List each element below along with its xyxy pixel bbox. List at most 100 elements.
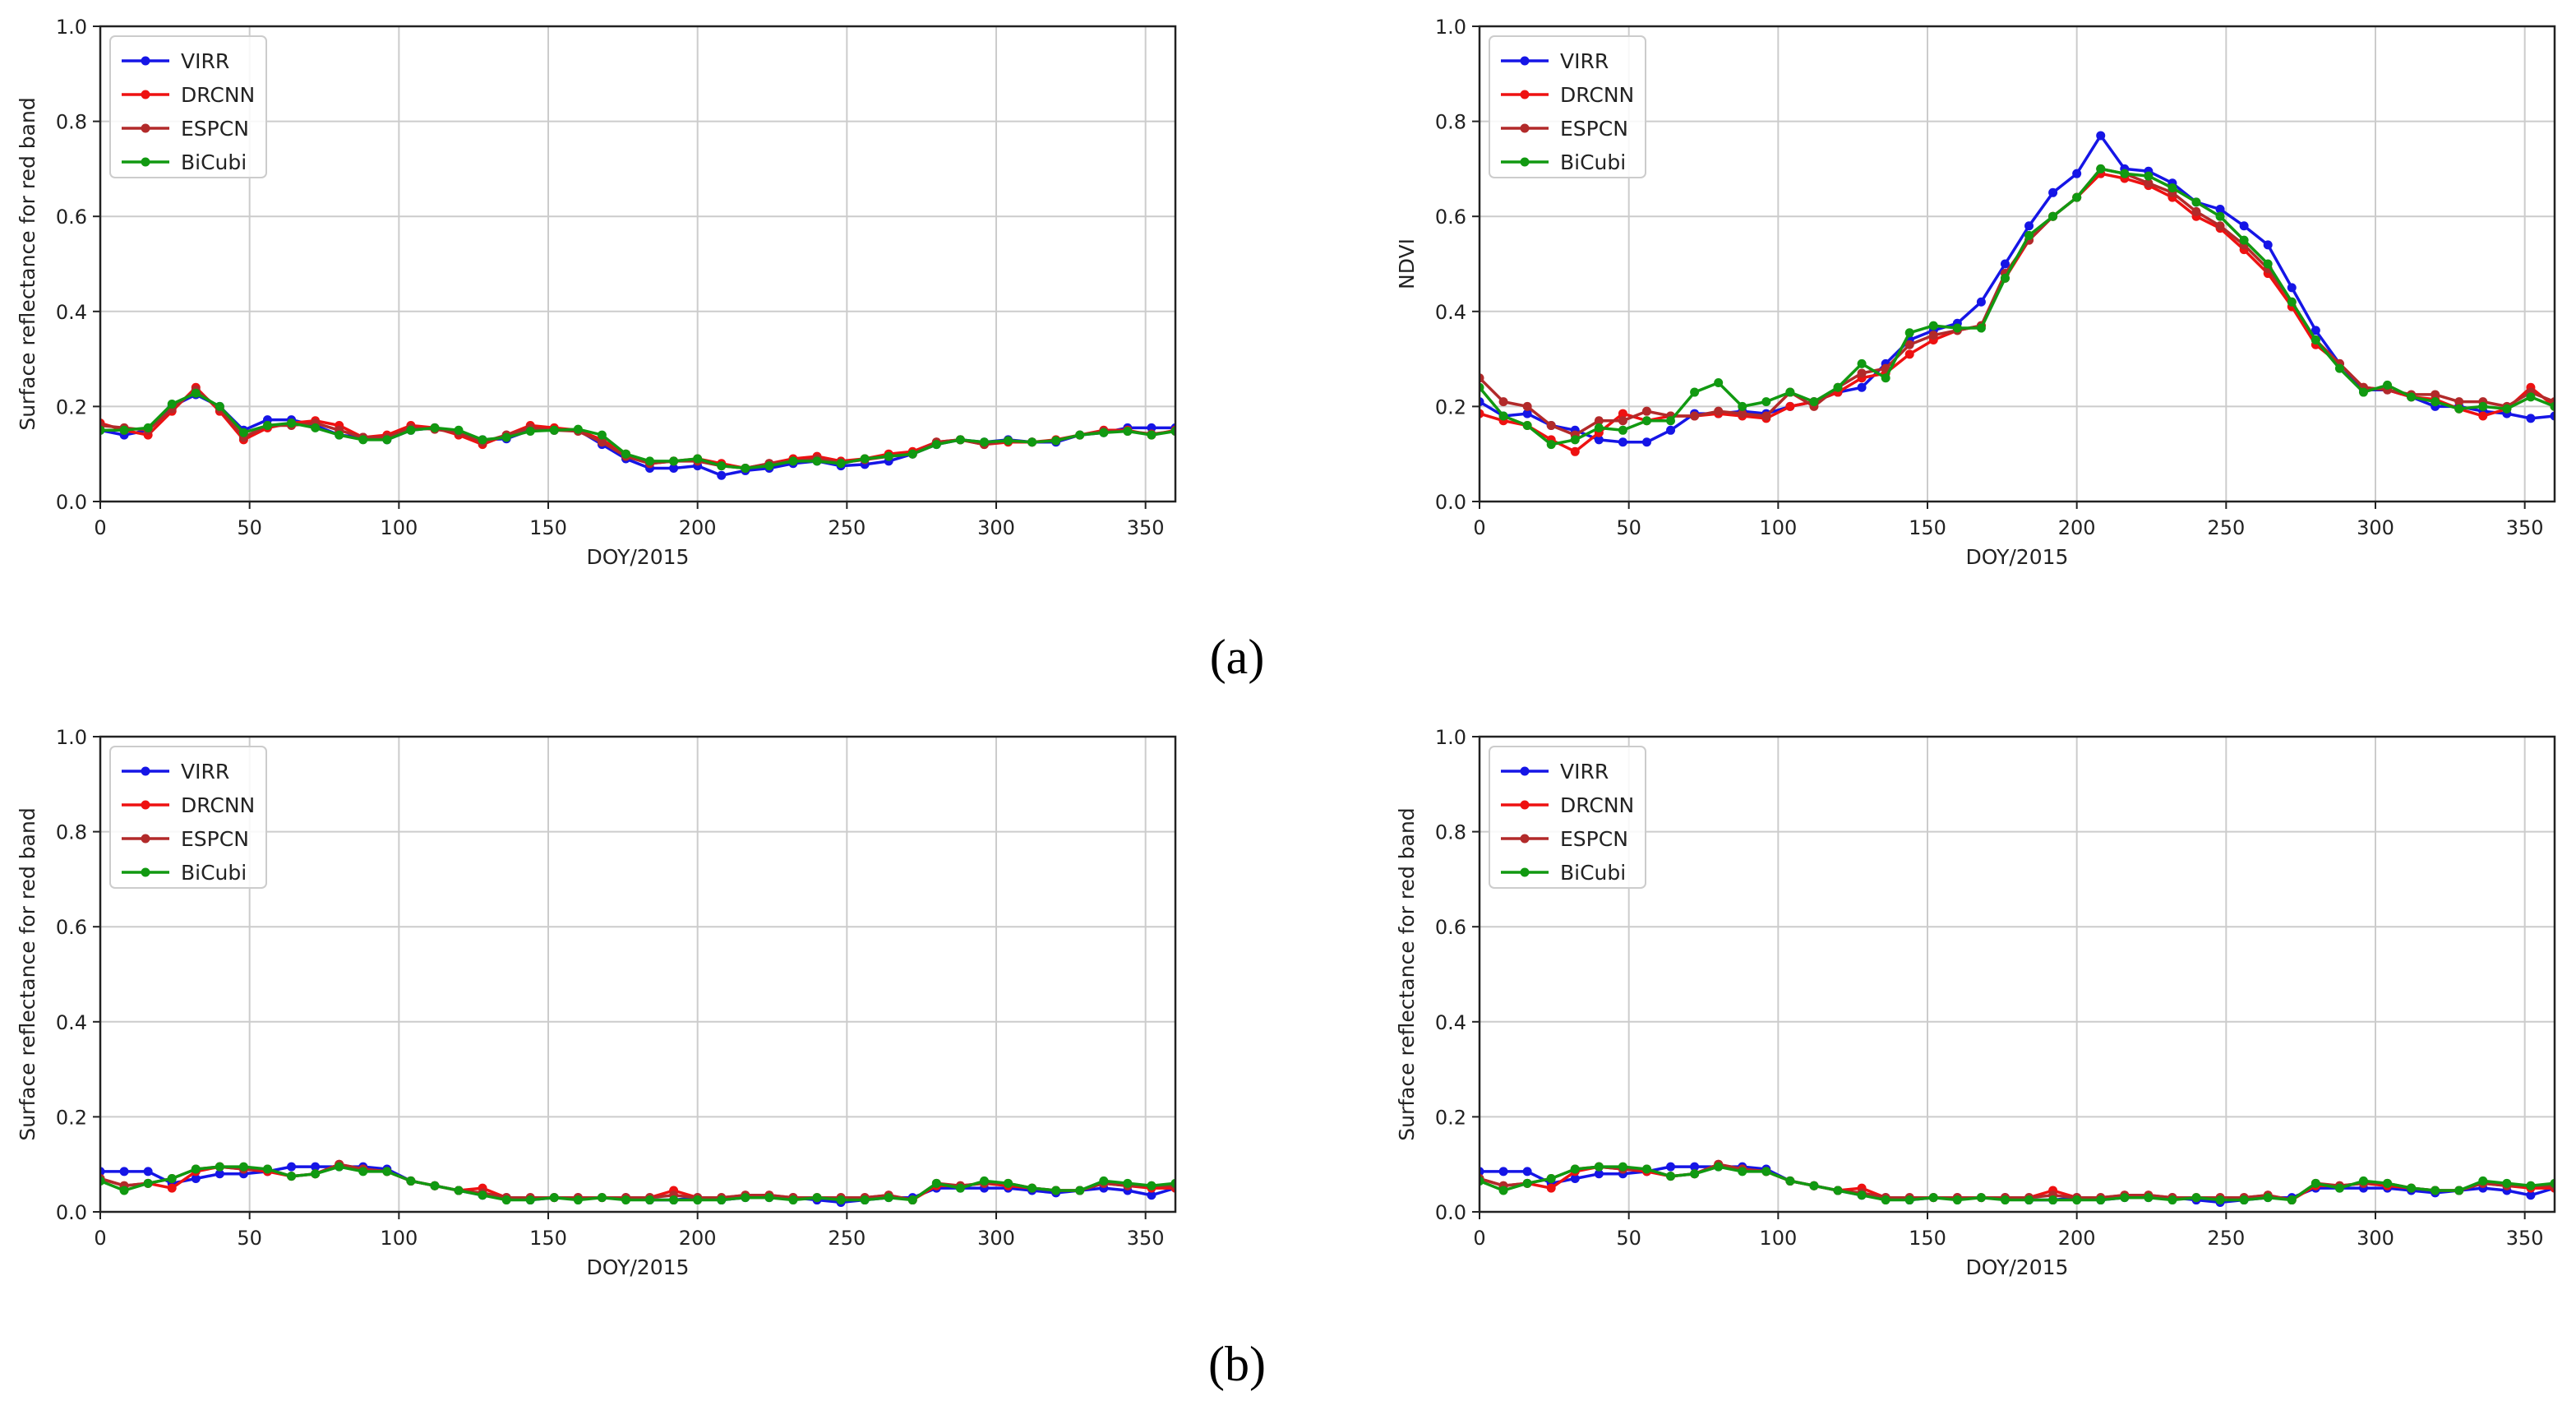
- data-point-bicubi: [1666, 1172, 1676, 1181]
- data-point-bicubi: [2454, 1186, 2464, 1195]
- data-point-bicubi: [100, 425, 105, 435]
- legend-marker-drcnn: [1520, 90, 1530, 99]
- data-point-virr: [1857, 382, 1867, 392]
- data-point-virr: [1570, 1174, 1580, 1184]
- data-point-espcn: [2144, 178, 2154, 188]
- data-point-espcn: [1480, 373, 1484, 383]
- legend-label-virr: VIRR: [1560, 49, 1609, 73]
- data-point-espcn: [1594, 416, 1604, 426]
- data-point-bicubi: [143, 1178, 153, 1188]
- y-tick-label: 0.0: [56, 1201, 87, 1224]
- data-point-espcn: [1546, 421, 1556, 431]
- x-tick-label: 300: [977, 1227, 1015, 1250]
- data-point-bicubi: [382, 1167, 392, 1177]
- data-point-virr: [2263, 240, 2273, 250]
- y-tick-label: 0.6: [1435, 206, 1466, 229]
- legend: VIRR DRCNN ESPCN BiCubi: [109, 746, 267, 889]
- data-point-bicubi: [430, 1181, 440, 1190]
- chart-3: 0 50 100 150 200 250 300 350 0.0 0.2 0.4 0.6 0.8 1.0 D…: [16, 726, 1177, 1279]
- legend-marker-drcnn: [1520, 800, 1530, 810]
- data-point-drcnn: [167, 1183, 177, 1193]
- data-point-virr: [1147, 423, 1156, 432]
- data-point-bicubi: [860, 454, 870, 464]
- data-point-bicubi: [907, 1195, 917, 1205]
- x-tick-label: 200: [2058, 516, 2096, 539]
- data-point-virr: [119, 1167, 129, 1177]
- data-point-bicubi: [597, 1193, 607, 1203]
- legend-marker-espcn: [141, 123, 150, 133]
- y-tick-label: 0.6: [56, 206, 87, 229]
- data-point-bicubi: [191, 1164, 201, 1174]
- data-point-virr: [1480, 397, 1484, 407]
- data-point-bicubi: [1928, 321, 1938, 331]
- data-point-bicubi: [1522, 421, 1532, 431]
- series-group: [100, 1159, 1175, 1207]
- data-point-virr: [287, 1162, 297, 1172]
- data-point-bicubi: [931, 1178, 941, 1188]
- data-point-bicubi: [1480, 1176, 1484, 1186]
- data-point-virr: [2239, 221, 2249, 231]
- data-point-bicubi: [836, 459, 846, 469]
- data-point-espcn: [1928, 331, 1938, 340]
- data-point-bicubi: [501, 432, 511, 442]
- data-point-bicubi: [2383, 1178, 2393, 1188]
- data-point-bicubi: [931, 440, 941, 450]
- x-tick-label: 200: [679, 1227, 717, 1250]
- data-point-virr: [191, 1174, 201, 1184]
- data-point-drcnn: [2478, 411, 2488, 421]
- y-tick-label: 1.0: [1435, 726, 1466, 749]
- data-point-bicubi: [2358, 387, 2368, 397]
- data-point-bicubi: [2048, 211, 2058, 221]
- data-point-bicubi: [1498, 411, 1508, 421]
- data-point-bicubi: [478, 1190, 487, 1200]
- data-point-bicubi: [669, 1195, 679, 1205]
- data-point-bicubi: [741, 464, 750, 474]
- data-point-bicubi: [1123, 1178, 1133, 1188]
- data-point-bicubi: [335, 1162, 344, 1172]
- legend-label-bicubi: BiCubi: [1560, 150, 1626, 174]
- y-tick-label: 0.8: [1435, 111, 1466, 134]
- data-point-bicubi: [1857, 358, 1867, 368]
- data-point-bicubi: [119, 425, 129, 435]
- data-point-bicubi: [1051, 436, 1061, 446]
- data-point-bicubi: [2096, 1195, 2106, 1205]
- x-tick-label: 0: [94, 516, 106, 539]
- data-point-bicubi: [2048, 1195, 2058, 1205]
- y-tick-label: 1.0: [1435, 16, 1466, 39]
- data-point-bicubi: [1690, 1169, 1700, 1179]
- data-point-bicubi: [1147, 1181, 1156, 1190]
- data-point-bicubi: [1546, 1174, 1556, 1184]
- series-line-drcnn: [1480, 172, 2555, 454]
- data-point-bicubi: [955, 1183, 965, 1193]
- series-line-espcn: [1480, 167, 2555, 437]
- data-point-bicubi: [1690, 387, 1700, 397]
- legend-marker-virr: [1520, 766, 1530, 776]
- data-point-bicubi: [860, 1195, 870, 1205]
- data-point-bicubi: [2239, 1195, 2249, 1205]
- data-point-bicubi: [1594, 1162, 1604, 1172]
- data-point-virr: [1641, 437, 1651, 447]
- x-tick-label: 150: [529, 1227, 567, 1250]
- data-point-virr: [1147, 1190, 1156, 1200]
- y-axis-label: Surface reflectance for red band: [16, 97, 39, 430]
- data-point-virr: [143, 1167, 153, 1177]
- x-tick-label: 250: [2207, 516, 2245, 539]
- legend-label-espcn: ESPCN: [1560, 827, 1628, 851]
- data-point-bicubi: [1833, 382, 1843, 392]
- data-point-bicubi: [1618, 1162, 1627, 1172]
- data-point-bicubi: [573, 1195, 583, 1205]
- data-point-bicubi: [454, 1186, 464, 1195]
- data-point-bicubi: [2478, 401, 2488, 411]
- data-point-drcnn: [1546, 1183, 1556, 1193]
- x-tick-label: 300: [2357, 516, 2394, 539]
- y-tick-label: 0.6: [56, 916, 87, 939]
- series-group: [1480, 131, 2555, 456]
- x-tick-label: 350: [2506, 1227, 2544, 1250]
- legend-label-drcnn: DRCNN: [181, 793, 255, 817]
- data-point-bicubi: [1170, 1178, 1175, 1188]
- data-point-espcn: [597, 437, 607, 447]
- data-point-virr: [2550, 411, 2555, 421]
- y-axis-label: Surface reflectance for red band: [16, 807, 39, 1140]
- data-point-bicubi: [2024, 230, 2034, 240]
